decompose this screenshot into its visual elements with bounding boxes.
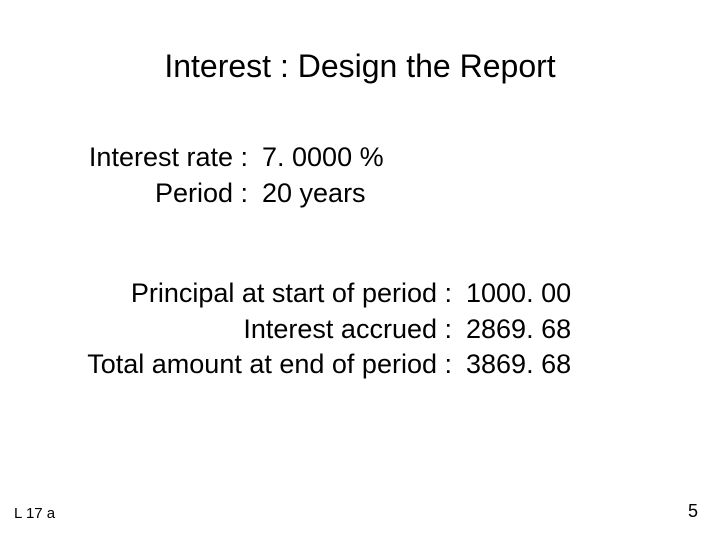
period-label: Period : <box>62 176 248 212</box>
principal-label: Principal at start of period : <box>62 276 452 312</box>
input-block: Interest rate : 7. 0000 % Period : 20 ye… <box>62 140 508 211</box>
rate-row: Interest rate : 7. 0000 % <box>62 140 508 176</box>
interest-value: 2869. 68 <box>452 312 632 348</box>
output-block: Principal at start of period : 1000. 00 … <box>62 276 632 383</box>
total-row: Total amount at end of period : 3869. 68 <box>62 347 632 383</box>
interest-label: Interest accrued : <box>62 312 452 348</box>
period-row: Period : 20 years <box>62 176 508 212</box>
slide-title: Interest : Design the Report <box>0 48 720 85</box>
total-label: Total amount at end of period : <box>62 347 452 383</box>
interest-row: Interest accrued : 2869. 68 <box>62 312 632 348</box>
rate-value: 7. 0000 % <box>248 140 508 176</box>
footer-left: L 17 a <box>14 505 55 522</box>
page-number: 5 <box>688 501 698 522</box>
principal-value: 1000. 00 <box>452 276 632 312</box>
principal-row: Principal at start of period : 1000. 00 <box>62 276 632 312</box>
total-value: 3869. 68 <box>452 347 632 383</box>
rate-label: Interest rate : <box>62 140 248 176</box>
period-value: 20 years <box>248 176 508 212</box>
